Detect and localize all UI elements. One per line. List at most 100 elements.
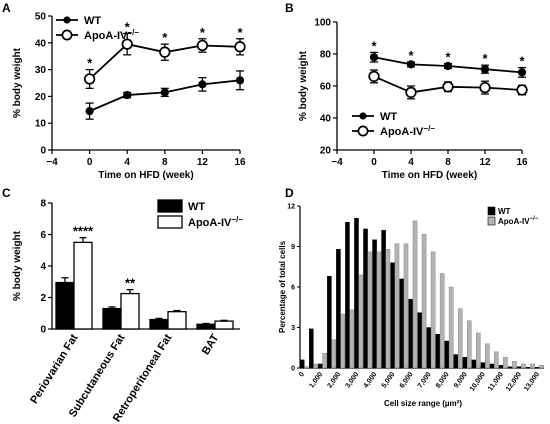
histogram-bar-wt [399, 278, 404, 369]
histogram-bar-wt [534, 367, 540, 369]
x-tick-label: 4,000 [363, 371, 379, 389]
data-point [123, 90, 132, 100]
y-tick-label: 20 [35, 92, 47, 103]
histogram-bar-apoa4 [439, 273, 445, 369]
data-point [198, 80, 207, 89]
histogram-bar-apoa4 [485, 343, 490, 369]
y-tick-label: 40 [35, 38, 47, 49]
x-tick-label: 8 [445, 157, 451, 168]
bar-wt [196, 323, 216, 330]
legend-name: WT [188, 201, 205, 213]
histogram-bar-apoa4 [376, 251, 382, 369]
data-point [406, 60, 416, 69]
legend-label: WT [380, 111, 397, 123]
histogram-bar-wt [417, 312, 423, 369]
x-tick-label: 9,000 [453, 371, 469, 389]
histogram-bar-apoa4 [358, 274, 364, 369]
histogram-bar-wt [300, 359, 305, 369]
data-point [83, 73, 96, 85]
legend-superscript: −/− [231, 215, 243, 224]
histogram-bar-apoa4 [539, 365, 544, 369]
data-point [160, 88, 169, 97]
y-tick-label: 100 [314, 18, 331, 29]
legend-swatch [157, 215, 183, 229]
data-point [159, 46, 171, 58]
y-tick-label: 60 [320, 82, 332, 93]
panel-letter-d: D [285, 186, 294, 200]
legend-marker [359, 112, 367, 120]
legend-name: WT [498, 207, 511, 216]
histogram-bar-wt [507, 366, 513, 369]
histogram-bar-wt [408, 298, 413, 369]
legend-swatch [487, 216, 496, 226]
histogram-bar-wt [426, 327, 432, 369]
legend-label: ApoA-IV−/− [498, 216, 539, 226]
histogram-bar-wt [345, 221, 350, 369]
legend-superscript: −/− [127, 28, 139, 37]
histogram-bar-wt [354, 217, 359, 369]
histogram-bar-wt [453, 354, 459, 369]
significance-marker: * [125, 19, 131, 34]
data-point [369, 53, 379, 62]
histogram-bar-apoa4 [367, 251, 373, 369]
histogram-bar-wt [372, 239, 377, 369]
x-tick-label: 12,000 [505, 371, 523, 393]
histogram-bar-wt [327, 276, 332, 369]
y-tick-label: 12 [287, 204, 295, 211]
y-tick-label: 0 [40, 146, 46, 157]
y-tick-label: 3 [291, 325, 295, 332]
y-tick-label: 4 [40, 262, 46, 273]
data-point [517, 68, 527, 77]
significance-marker: * [519, 54, 525, 69]
x-tick-label: 11,000 [487, 371, 505, 392]
significance-marker: ** [125, 276, 136, 291]
legend-name: ApoA-IV [84, 30, 128, 42]
histogram-bar-wt [444, 340, 450, 369]
x-tick-label: 8 [162, 157, 168, 168]
data-point [235, 76, 245, 85]
histogram-bar-wt [318, 363, 323, 369]
histogram-bar-apoa4 [494, 351, 499, 369]
histogram-bar-apoa4 [457, 308, 463, 369]
panel-letter-b: B [285, 1, 294, 15]
legend-superscript: −/− [423, 124, 435, 133]
y-tick-label: 10 [35, 119, 47, 130]
chart-panel-b: 20 40 60 80 100 −4 0 4 8 12 16 Time on HFD (week) % … [298, 18, 528, 182]
significance-marker: * [445, 50, 451, 65]
histogram-bar-apoa4 [322, 352, 327, 369]
y-tick-label: 30 [35, 65, 47, 76]
histogram-bar-wt [309, 328, 314, 369]
histogram-bar-apoa4 [340, 313, 345, 369]
histogram-bar-apoa4 [476, 332, 481, 369]
significance-marker: * [162, 30, 168, 45]
category-label: Periovarian Fat [28, 332, 80, 406]
significance-marker: * [482, 51, 488, 66]
histogram-bar-wt [363, 228, 368, 369]
x-tick-label: 1,000 [308, 371, 324, 389]
data-point [442, 81, 454, 93]
data-point [234, 41, 246, 53]
y-tick-label: 8 [40, 199, 46, 210]
histogram-bar-wt [462, 357, 468, 369]
data-point [480, 65, 490, 74]
legend-name: WT [84, 15, 101, 27]
histogram-bar-apoa4 [331, 339, 336, 369]
y-tick-label: 2 [40, 293, 46, 304]
histogram-bar-apoa4 [313, 363, 318, 369]
legend-swatch [157, 199, 183, 213]
y-tick-label: 6 [291, 285, 295, 292]
x-tick-label: −4 [331, 157, 343, 168]
x-tick-label: 12 [197, 157, 209, 168]
x-tick-label: 8,000 [435, 371, 451, 389]
y-tick-label: 50 [35, 12, 47, 23]
legend-name: ApoA-IV [380, 126, 424, 138]
y-tick-label: 20 [320, 146, 332, 157]
histogram-bar-apoa4 [466, 320, 472, 369]
histogram-bar-wt [489, 363, 495, 369]
histogram-bar-wt [390, 262, 395, 369]
bar-apoa4 [167, 311, 187, 330]
x-tick-label: 2,000 [327, 371, 343, 389]
data-point [516, 84, 528, 96]
